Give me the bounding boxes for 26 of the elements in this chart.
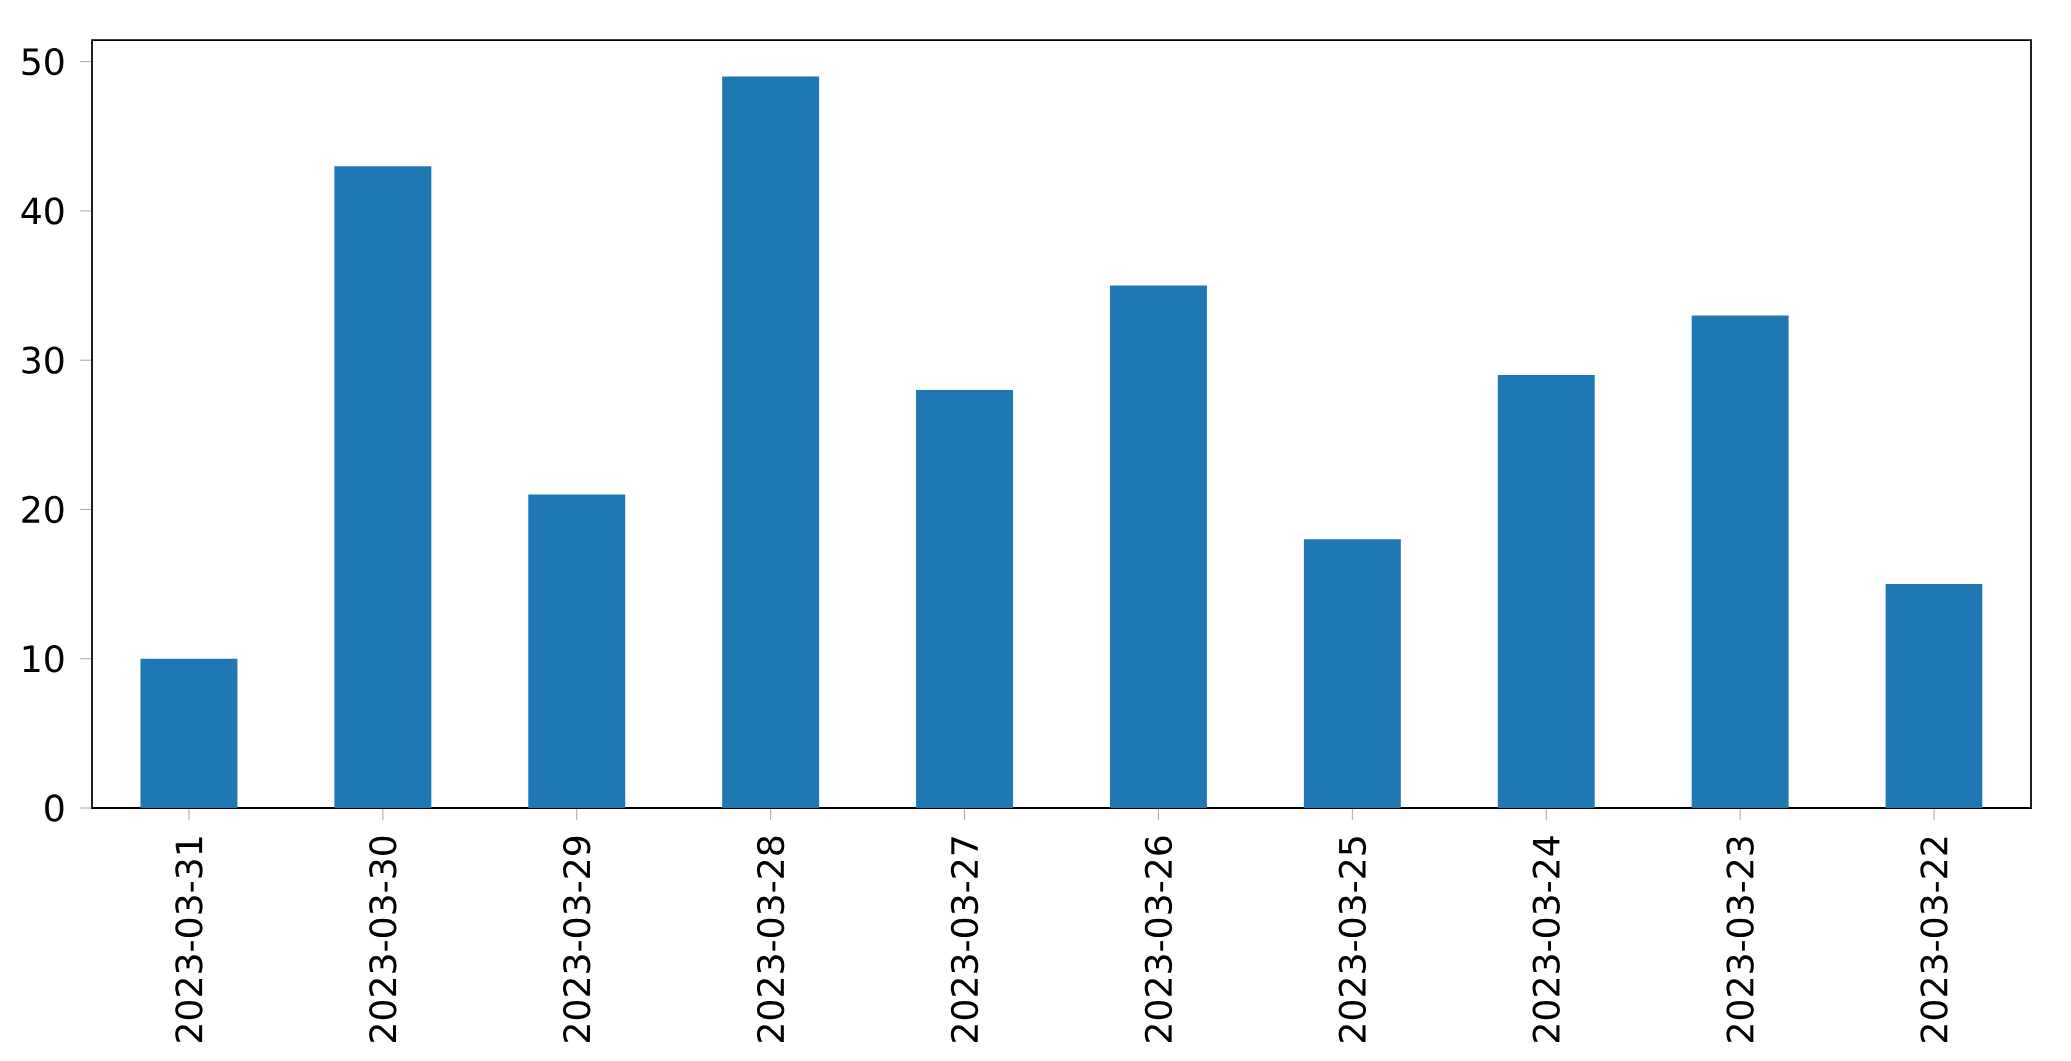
y-tick-label: 10 <box>23 645 64 673</box>
x-tick-label: 2023-03-22 <box>1920 837 1948 1042</box>
bar <box>1691 315 1789 808</box>
y-tick-label: 40 <box>21 197 64 225</box>
x-tick-label: 2023-03-30 <box>369 836 397 1042</box>
bar <box>722 76 820 808</box>
y-tick-label: 0 <box>45 794 64 822</box>
x-tick-label: 2023-03-31 <box>175 837 203 1042</box>
x-tick-label: 2023-03-24 <box>1532 836 1560 1042</box>
bar <box>334 166 432 808</box>
x-tick-label: 2023-03-28 <box>756 836 785 1042</box>
y-tick-label: 20 <box>22 495 64 524</box>
x-tick-label: 2023-03-26 <box>1144 836 1173 1042</box>
x-tick-label: 2023-03-25 <box>1338 837 1367 1042</box>
y-tick-label: 30 <box>22 346 64 374</box>
y-tick-label: 50 <box>22 47 64 76</box>
bar <box>916 390 1014 808</box>
bar <box>1885 584 1983 808</box>
bar <box>1109 285 1207 808</box>
bar <box>1303 539 1401 808</box>
bar <box>528 494 626 808</box>
x-tick-label: 2023-03-23 <box>1726 837 1754 1042</box>
bar <box>1497 375 1595 808</box>
x-tick-label: 2023-03-27 <box>950 837 979 1042</box>
bar <box>140 658 238 808</box>
x-tick-label: 2023-03-29 <box>563 836 591 1042</box>
